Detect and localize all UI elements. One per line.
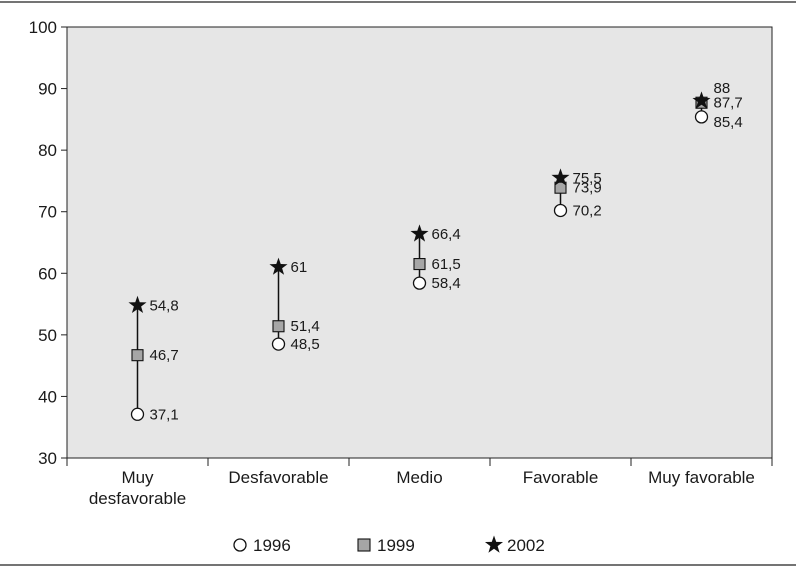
marker-1999 [131, 349, 144, 362]
data-label-1999: 87,7 [714, 95, 743, 112]
data-label-2002: 66,4 [432, 226, 461, 243]
y-tick-label: 50 [38, 326, 57, 345]
marker-1996 [694, 110, 709, 124]
data-labels: 37,1 48,5 58,4 70,2 85,4 46,7 51,4 61,5 73,9 87,7… [150, 80, 743, 423]
marker-1999 [413, 257, 426, 271]
x-category-label: Medio [396, 468, 442, 487]
marker-1999 [554, 181, 567, 194]
y-tick-label: 100 [29, 18, 57, 37]
legend-label-1999: 1999 [377, 536, 415, 555]
y-tick-label: 60 [38, 264, 57, 283]
legend-marker-1999 [357, 538, 371, 552]
y-axis: 30 40 50 60 70 80 90 100 [29, 18, 67, 468]
x-category-label: Muy desfavorable [89, 468, 186, 508]
x-category-label: Muy favorable [648, 468, 755, 487]
legend-marker-2002 [484, 535, 504, 553]
marker-2002 [269, 257, 288, 275]
marker-1996 [130, 407, 145, 421]
data-label-1996: 37,1 [150, 406, 179, 423]
marker-1996 [271, 337, 286, 351]
data-label-1999: 51,4 [291, 318, 320, 335]
marker-1996 [553, 203, 568, 218]
data-label-2002: 88 [714, 80, 731, 97]
data-label-1996: 85,4 [714, 114, 743, 131]
marker-2002 [410, 224, 429, 242]
legend-marker-1996 [233, 538, 247, 552]
data-label-1996: 70,2 [573, 202, 602, 219]
y-tick-label: 80 [38, 141, 57, 160]
x-category-label: Desfavorable [228, 468, 328, 487]
data-label-2002: 54,8 [150, 297, 179, 314]
data-label-2002: 75,5 [573, 170, 602, 187]
marker-1999 [272, 320, 285, 333]
marker-2002 [692, 91, 711, 109]
legend: 1996 1999 2002 [233, 535, 545, 555]
marker-2002 [128, 295, 147, 313]
marker-2002 [551, 168, 570, 186]
y-tick-label: 40 [38, 387, 57, 406]
x-axis: Muy desfavorable Desfavorable Medio Favorabl… [66, 458, 773, 508]
data-label-1996: 58,4 [432, 275, 461, 292]
x-category-label: Favorable [523, 468, 599, 487]
data-label-1996: 48,5 [291, 336, 320, 353]
legend-label-1996: 1996 [253, 536, 291, 555]
y-tick-label: 30 [38, 449, 57, 468]
data-label-1999: 46,7 [150, 347, 179, 364]
y-tick-label: 90 [38, 80, 57, 99]
data-label-2002: 61 [291, 259, 308, 276]
data-markers [128, 91, 711, 421]
y-tick-label: 70 [38, 203, 57, 222]
data-label-1999: 61,5 [432, 256, 461, 273]
legend-label-2002: 2002 [507, 536, 545, 555]
marker-1996 [412, 276, 427, 290]
data-label-1999: 73,9 [573, 180, 602, 197]
